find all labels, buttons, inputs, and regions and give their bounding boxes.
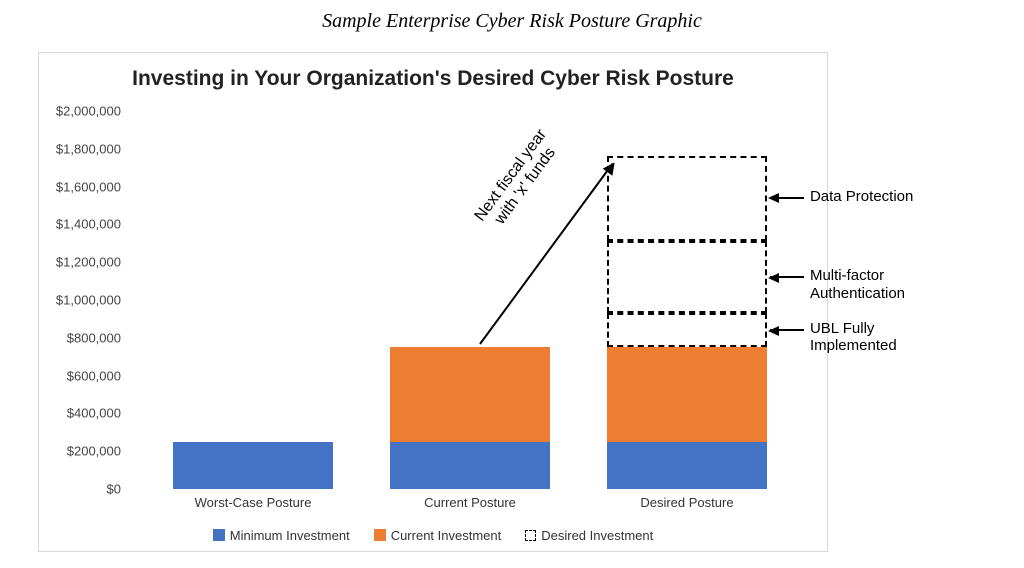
callout-label-ubl: UBL Fully Implemented (810, 320, 897, 355)
legend-item: Desired Investment (525, 528, 653, 543)
callout-arrow (770, 276, 804, 278)
y-tick-label: $1,400,000 (56, 217, 121, 232)
y-tick-label: $200,000 (67, 444, 121, 459)
bar-segment-dashed (607, 313, 767, 347)
figure-caption: Sample Enterprise Cyber Risk Posture Gra… (0, 0, 1024, 39)
callout-label-data-protection: Data Protection (810, 188, 913, 205)
y-tick-label: $0 (107, 482, 121, 497)
bar-segment-dashed (607, 156, 767, 241)
bar-segment (607, 347, 767, 442)
legend-swatch (525, 530, 536, 541)
x-category-label: Current Posture (424, 495, 516, 510)
legend-label: Desired Investment (541, 528, 653, 543)
bar-segment (607, 442, 767, 489)
x-category-label: Worst-Case Posture (195, 495, 312, 510)
bar-segment (390, 442, 550, 489)
legend-swatch (374, 529, 386, 541)
y-tick-label: $400,000 (67, 406, 121, 421)
y-tick-label: $2,000,000 (56, 104, 121, 119)
callout-arrow (770, 329, 804, 331)
y-tick-label: $1,800,000 (56, 141, 121, 156)
legend: Minimum Investment Current Investment Desi… (39, 528, 827, 543)
plot-area: $0$200,000$400,000$600,000$800,000$1,000… (131, 111, 809, 489)
callout-label-mfa: Multi-factor Authentication (810, 267, 905, 302)
y-tick-label: $800,000 (67, 330, 121, 345)
y-tick-label: $1,200,000 (56, 255, 121, 270)
y-tick-label: $1,000,000 (56, 293, 121, 308)
trend-annotation: Next fiscal year with 'x' funds (472, 126, 566, 235)
bar-segment (390, 347, 550, 442)
bar-segment (173, 442, 333, 489)
legend-label: Current Investment (391, 528, 502, 543)
legend-swatch (213, 529, 225, 541)
callout-arrow (770, 197, 804, 199)
legend-label: Minimum Investment (230, 528, 350, 543)
legend-item: Minimum Investment (213, 528, 350, 543)
x-category-label: Desired Posture (640, 495, 733, 510)
y-tick-label: $600,000 (67, 368, 121, 383)
chart-frame: Investing in Your Organization's Desired… (38, 52, 828, 552)
chart-title: Investing in Your Organization's Desired… (39, 53, 827, 91)
legend-item: Current Investment (374, 528, 502, 543)
bar-segment-dashed (607, 241, 767, 313)
y-tick-label: $1,600,000 (56, 179, 121, 194)
